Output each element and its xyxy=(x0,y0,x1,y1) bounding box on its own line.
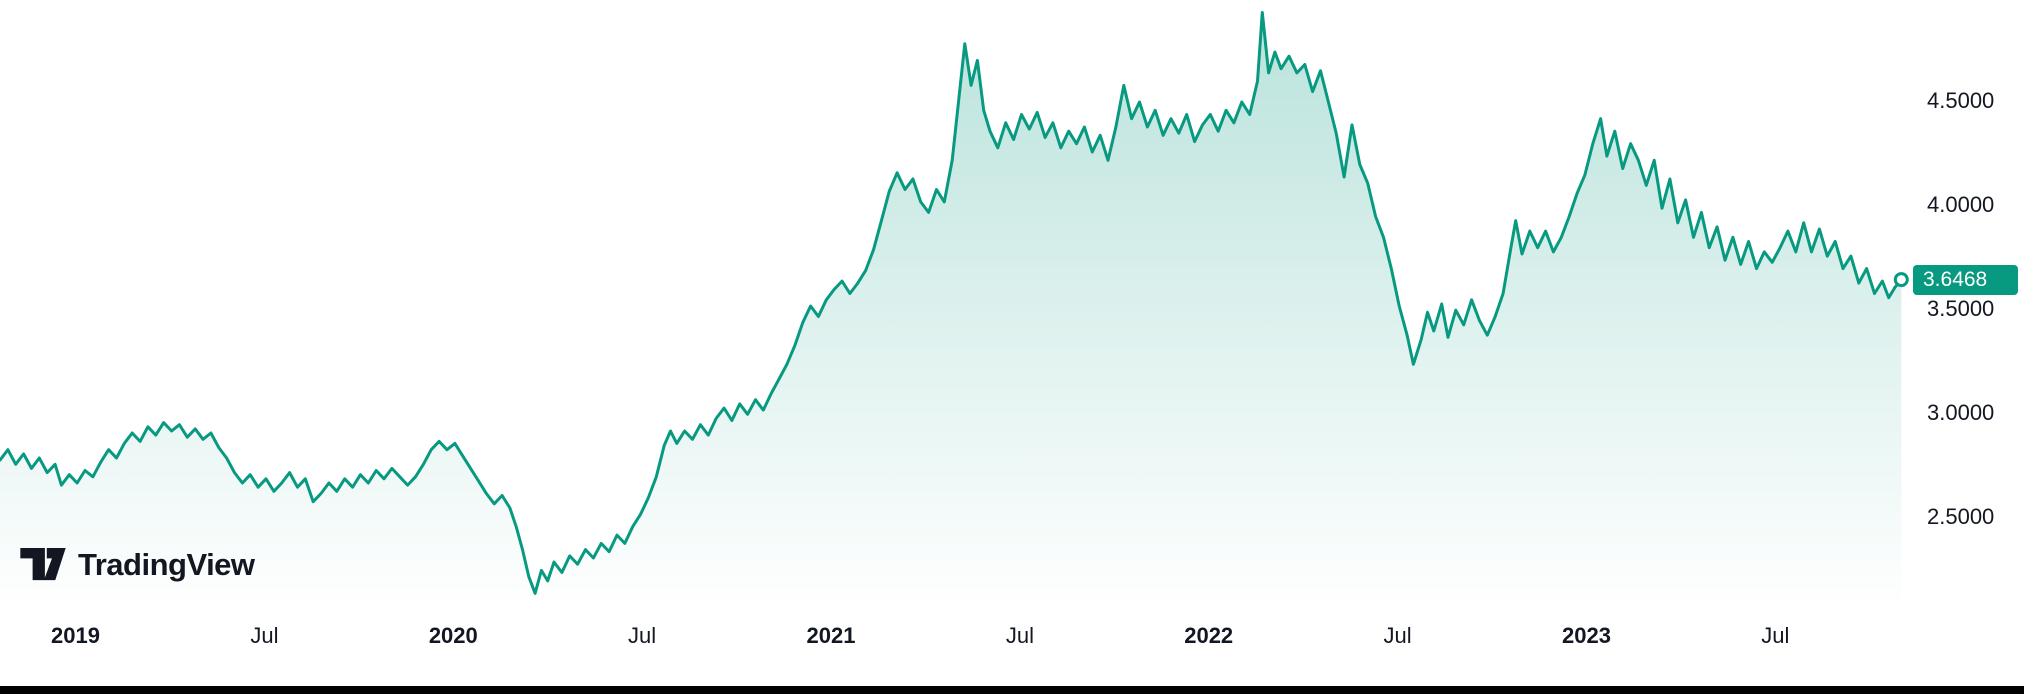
x-axis-label: 2023 xyxy=(1562,623,1611,648)
area-fill xyxy=(0,12,1902,610)
y-axis-label: 4.0000 xyxy=(1927,192,1994,217)
tradingview-logo-icon xyxy=(20,548,66,581)
bottom-bar xyxy=(0,686,2024,694)
x-axis-label: Jul xyxy=(250,623,278,648)
y-axis-label: 4.5000 xyxy=(1927,88,1994,113)
price-scale[interactable]: 4.5000 4.0000 3.5000 3.0000 2.5000 xyxy=(1927,88,1994,529)
x-axis-label: 2022 xyxy=(1184,623,1233,648)
x-axis-label: Jul xyxy=(1006,623,1034,648)
x-axis-label: Jul xyxy=(1384,623,1412,648)
last-price-badge: 3.6468 xyxy=(1913,265,2018,295)
last-price-value: 3.6468 xyxy=(1923,268,1988,291)
y-axis-label: 3.5000 xyxy=(1927,296,1994,321)
y-axis-label: 3.0000 xyxy=(1927,400,1994,425)
tradingview-logo-text: TradingView xyxy=(78,547,255,582)
x-axis-label: 2021 xyxy=(807,623,856,648)
x-axis-label: 2019 xyxy=(51,623,100,648)
price-line xyxy=(0,11,1903,595)
time-scale[interactable]: 2019 Jul 2020 Jul 2021 Jul 2022 Jul 2023 Jul xyxy=(51,623,1789,648)
y-axis-label: 2.5000 xyxy=(1927,504,1994,529)
x-axis-label: 2020 xyxy=(429,623,478,648)
last-price-marker xyxy=(1893,272,1909,288)
x-axis-label: Jul xyxy=(1761,623,1789,648)
tradingview-logo[interactable]: TradingView xyxy=(20,547,255,583)
x-axis-label: Jul xyxy=(628,623,656,648)
